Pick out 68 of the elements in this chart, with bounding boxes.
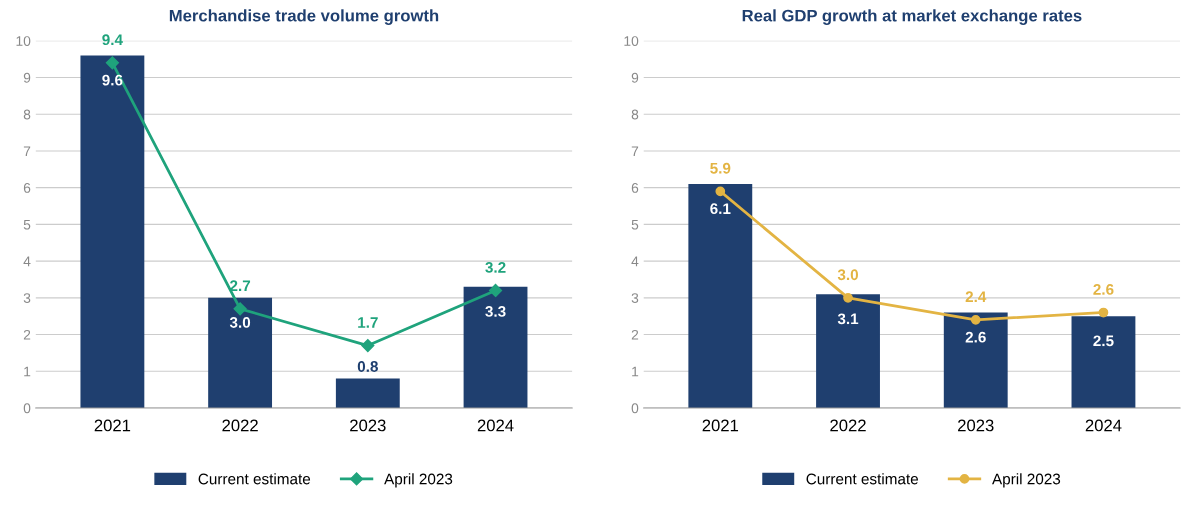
data-label: 2.4 — [965, 291, 987, 303]
legend-label: Current estimate — [806, 473, 918, 485]
point — [1098, 307, 1109, 318]
bar — [208, 297, 273, 408]
y-tick-label: 0 — [631, 403, 639, 414]
y-tick-label: 9 — [23, 72, 31, 83]
x-tick-label: 2023 — [350, 419, 386, 432]
point — [843, 292, 853, 303]
x-tick-label: 2021 — [702, 419, 739, 432]
point — [970, 315, 981, 325]
data-label: 2.7 — [230, 280, 251, 291]
bar — [335, 378, 400, 408]
data-label: 3.1 — [837, 313, 859, 325]
x-tick-label: 2024 — [477, 419, 514, 432]
bar — [688, 184, 753, 408]
legend-label: April 2023 — [992, 473, 1061, 488]
data-label: 3.2 — [485, 261, 506, 273]
bar — [80, 55, 145, 408]
y-tick-label: 5 — [631, 219, 639, 230]
x-tick-label: 2024 — [1085, 419, 1122, 432]
chart-title: Real GDP growth at market exchange rates — [742, 9, 1082, 25]
y-tick-label: 5 — [23, 219, 31, 230]
y-tick-label: 4 — [631, 256, 639, 267]
data-label: 3.0 — [837, 269, 859, 281]
y-tick-label: 3 — [631, 293, 639, 304]
y-tick-label: 7 — [23, 146, 31, 156]
bar — [1071, 316, 1136, 408]
y-tick-label: 0 — [23, 403, 31, 414]
data-label: 5.9 — [710, 162, 731, 174]
y-tick-label: 2 — [631, 329, 639, 340]
y-tick-label: 1 — [24, 366, 31, 377]
legend-label: Current estimate — [198, 473, 311, 485]
y-tick-label: 1 — [632, 366, 639, 377]
x-tick-label: 2023 — [958, 419, 994, 432]
point — [488, 283, 503, 298]
y-tick-label: 3 — [23, 293, 31, 304]
data-label: 2.6 — [965, 331, 986, 343]
y-tick-label: 8 — [631, 109, 639, 120]
y-tick-label: 6 — [631, 183, 639, 193]
data-label: 9.6 — [102, 74, 123, 86]
data-label: 2.6 — [1093, 284, 1114, 295]
point — [361, 338, 375, 353]
legend-label: April 2023 — [384, 473, 453, 488]
bar — [943, 312, 1008, 408]
point — [105, 56, 119, 70]
y-tick-label: 2 — [23, 329, 31, 340]
data-label: 6.1 — [710, 203, 731, 215]
y-tick-label: 8 — [23, 109, 31, 120]
point — [233, 302, 247, 316]
point — [715, 186, 726, 197]
data-label: 3.0 — [229, 317, 251, 328]
chart-title: Merchandise trade volume growth — [169, 9, 439, 25]
data-label: 9.4 — [102, 34, 123, 46]
data-label: 0.8 — [357, 361, 378, 372]
y-tick-label: 6 — [23, 183, 31, 193]
data-label: 3.3 — [485, 306, 506, 317]
data-label: 2.5 — [1093, 335, 1114, 347]
y-tick-label: 4 — [23, 256, 31, 267]
x-tick-label: 2022 — [830, 419, 866, 432]
x-tick-label: 2022 — [222, 419, 258, 432]
bar — [816, 294, 880, 408]
y-tick-label: 10 — [16, 36, 31, 46]
y-tick-label: 10 — [624, 36, 639, 46]
x-tick-label: 2021 — [94, 419, 131, 432]
y-tick-label: 7 — [631, 146, 639, 156]
bar — [463, 286, 528, 408]
data-label: 1.7 — [358, 317, 378, 328]
y-tick-label: 9 — [631, 72, 639, 83]
